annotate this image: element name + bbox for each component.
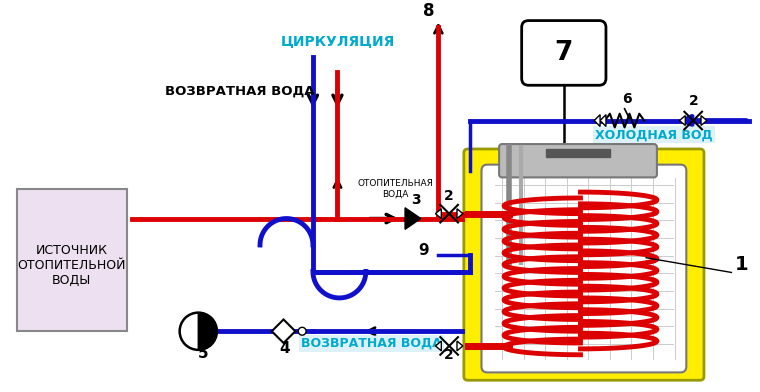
Polygon shape [701, 116, 707, 125]
Wedge shape [198, 313, 217, 350]
Text: 6: 6 [622, 92, 632, 106]
Polygon shape [457, 209, 463, 219]
Text: ОТОПИТЕЛЬНАЯ
ВОДА: ОТОПИТЕЛЬНАЯ ВОДА [357, 180, 433, 199]
Polygon shape [594, 114, 600, 126]
Text: 8: 8 [423, 2, 434, 20]
Text: ВОЗВРАТНАЯ ВОДА: ВОЗВРАТНАЯ ВОДА [165, 84, 314, 97]
FancyBboxPatch shape [521, 20, 606, 85]
Text: 3: 3 [411, 193, 420, 207]
Text: 2: 2 [689, 94, 699, 108]
Text: ВОЗВРАТНАЯ ВОДА: ВОЗВРАТНАЯ ВОДА [302, 337, 442, 350]
Text: 7: 7 [555, 40, 573, 66]
Polygon shape [435, 209, 442, 219]
Text: ХОЛОДНАЯ ВОД: ХОЛОДНАЯ ВОД [595, 128, 713, 141]
Polygon shape [435, 341, 442, 351]
Text: 1: 1 [734, 256, 748, 274]
Polygon shape [405, 208, 421, 229]
Circle shape [298, 327, 306, 335]
Bar [17, 189, 127, 331]
Polygon shape [272, 319, 296, 343]
Circle shape [179, 313, 217, 350]
Text: ЦИРКУЛЯЦИЯ: ЦИРКУЛЯЦИЯ [280, 34, 394, 48]
Text: 2: 2 [445, 348, 454, 362]
Text: 4: 4 [280, 341, 290, 356]
FancyBboxPatch shape [482, 165, 686, 372]
Bar [546, 149, 610, 157]
Polygon shape [679, 116, 686, 125]
Text: 2: 2 [445, 189, 454, 203]
Text: 9: 9 [418, 243, 429, 258]
FancyBboxPatch shape [464, 149, 704, 380]
Text: 5: 5 [198, 346, 208, 361]
Polygon shape [600, 114, 606, 126]
FancyBboxPatch shape [499, 144, 657, 177]
Polygon shape [457, 341, 463, 351]
Text: ИСТОЧНИК
ОТОПИТЕЛЬНОЙ
ВОДЫ: ИСТОЧНИК ОТОПИТЕЛЬНОЙ ВОДЫ [17, 243, 126, 287]
